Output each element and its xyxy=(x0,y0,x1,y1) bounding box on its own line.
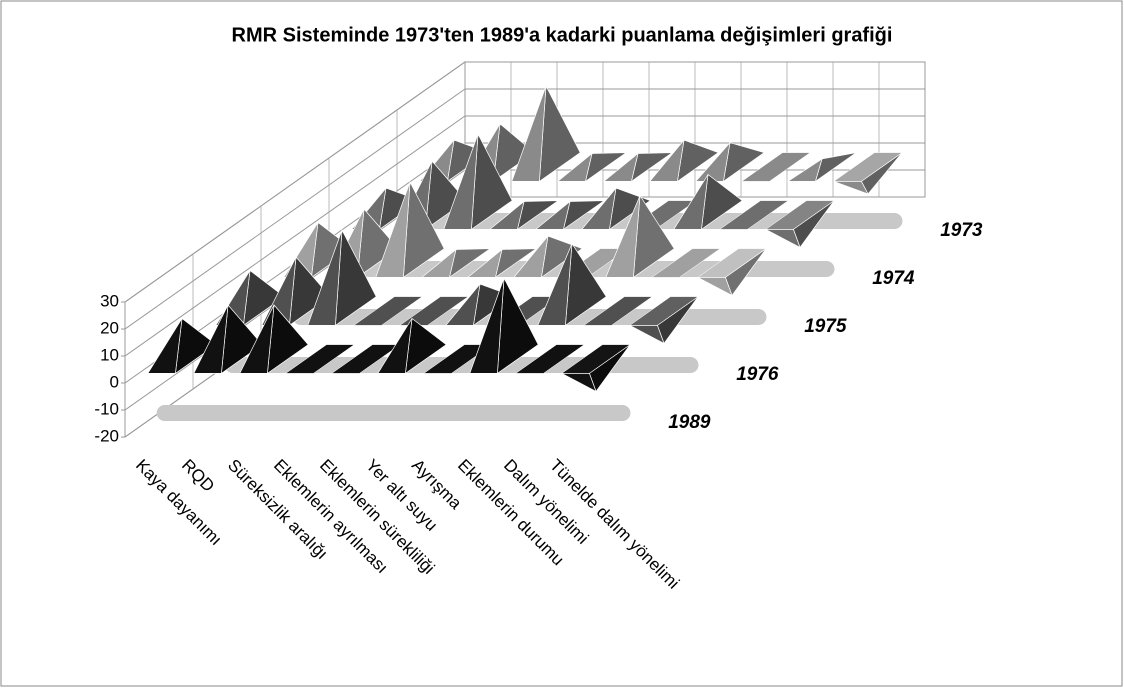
pyramid xyxy=(649,138,719,183)
floor-tile xyxy=(294,405,355,421)
y-tick-label: -20 xyxy=(94,426,119,445)
pyramid xyxy=(443,132,513,231)
pyramid-base xyxy=(285,344,355,374)
pyramid-front xyxy=(377,318,413,374)
pyramid-front xyxy=(605,195,641,278)
pyramid xyxy=(651,248,721,278)
y-tick-label: -10 xyxy=(94,399,119,418)
pyramid-front xyxy=(420,248,457,278)
pyramid-base xyxy=(719,200,789,230)
pyramid xyxy=(629,296,699,345)
pyramid-front xyxy=(561,373,597,393)
pyramid xyxy=(239,304,309,375)
pyramid xyxy=(765,200,835,249)
pyramid-front xyxy=(673,174,709,230)
series-label: 1973 xyxy=(940,220,983,241)
floor-tile xyxy=(202,405,263,421)
pyramid xyxy=(697,248,767,297)
pyramid xyxy=(353,296,423,326)
pyramid-front xyxy=(537,243,573,326)
pyramid xyxy=(420,248,492,279)
floor-tile xyxy=(706,309,767,325)
pyramid-front xyxy=(629,325,665,345)
floor-tile xyxy=(570,405,631,421)
pyramid xyxy=(534,200,606,231)
pyramid xyxy=(605,194,675,279)
pyramid-front xyxy=(649,138,685,182)
pyramid-front xyxy=(488,200,525,230)
floor-tile xyxy=(524,405,585,421)
series-label: 1975 xyxy=(804,316,847,337)
pyramid xyxy=(673,173,743,231)
pyramid xyxy=(786,152,857,183)
pyramid-front xyxy=(375,181,411,278)
pyramid xyxy=(695,141,765,183)
pyramid-front xyxy=(513,234,549,278)
floor-tile xyxy=(156,405,217,421)
pyramid xyxy=(511,84,581,183)
floor-tile xyxy=(842,213,903,229)
grid-line xyxy=(124,88,925,330)
series-label: 1974 xyxy=(872,268,915,289)
pyramid-front xyxy=(511,85,547,182)
pyramid-front xyxy=(469,277,505,374)
pyramid xyxy=(377,317,447,375)
pyramid xyxy=(261,256,331,327)
floor-tile xyxy=(340,405,401,421)
pyramid-front xyxy=(239,304,275,374)
y-tick-label: 20 xyxy=(100,318,119,337)
pyramid xyxy=(307,228,377,327)
series-label: 1976 xyxy=(736,364,779,385)
pyramid-front xyxy=(581,186,617,230)
pyramid-front xyxy=(765,229,801,249)
pyramid-base xyxy=(515,344,585,374)
pyramid xyxy=(537,242,607,327)
pyramid-base xyxy=(651,248,721,278)
pyramid-front xyxy=(602,152,639,182)
pyramid-front xyxy=(466,248,503,278)
pyramid xyxy=(375,180,445,279)
pyramid xyxy=(602,152,674,183)
y-tick-label: 10 xyxy=(100,345,119,364)
pyramid-base xyxy=(741,152,811,182)
pyramid-front xyxy=(443,133,479,230)
pyramid xyxy=(583,296,653,326)
pyramid xyxy=(469,276,539,375)
floor-tile xyxy=(774,261,835,277)
pyramid-front xyxy=(147,318,183,374)
grid-line xyxy=(124,61,925,303)
pyramid-front xyxy=(833,181,869,195)
pyramid-front xyxy=(307,229,343,326)
pyramid-front xyxy=(193,304,229,374)
y-tick-label: 30 xyxy=(100,291,119,310)
chart-title: RMR Sisteminde 1973'ten 1989'a kadarki p… xyxy=(232,24,893,46)
series-label: 1989 xyxy=(668,412,711,433)
floor-tile xyxy=(386,405,447,421)
floor-tile xyxy=(432,405,493,421)
pyramid xyxy=(466,248,538,279)
pyramid xyxy=(741,152,811,182)
pyramid-front xyxy=(786,158,823,182)
floor-tile xyxy=(248,405,309,421)
pyramid xyxy=(833,152,903,195)
grid-line xyxy=(124,115,925,357)
pyramid-front xyxy=(534,200,571,230)
pyramid-front xyxy=(697,277,733,297)
pyramid-front xyxy=(556,152,593,182)
pyramid xyxy=(556,152,628,183)
pyramid-base xyxy=(353,296,423,326)
pyramid xyxy=(147,317,217,375)
pyramid-base xyxy=(583,296,653,326)
pyramid xyxy=(193,304,263,375)
y-tick-label: 0 xyxy=(110,372,119,391)
pyramid xyxy=(561,344,631,393)
pyramid xyxy=(285,344,355,374)
floor-tile xyxy=(478,405,539,421)
pyramid-front xyxy=(445,282,481,326)
floor-tile xyxy=(638,357,699,373)
pyramid xyxy=(719,200,789,230)
pyramid xyxy=(515,344,585,374)
pyramid xyxy=(488,200,560,231)
